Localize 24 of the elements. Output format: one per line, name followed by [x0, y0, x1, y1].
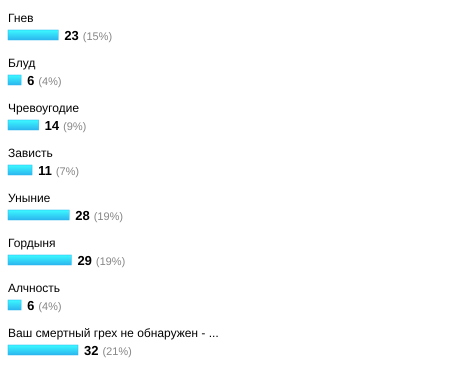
y-tick-label: Чревоугодие — [8, 101, 80, 115]
y-tick-label: Гордыня — [8, 236, 56, 250]
data-label: 6 (4%) — [27, 298, 62, 313]
bar — [8, 74, 22, 86]
bar — [8, 344, 78, 356]
bar — [8, 120, 39, 130]
bar — [8, 210, 70, 220]
y-tick-label: Зависть — [8, 146, 53, 160]
data-label: 28 (19%) — [75, 208, 124, 223]
data-label: 23 (15%) — [64, 28, 112, 43]
y-tick-label: Гнев — [8, 11, 34, 25]
data-label: 32 (21%) — [84, 343, 132, 358]
bar — [8, 300, 22, 310]
bar — [8, 30, 59, 40]
data-label: 6 (4%) — [27, 73, 62, 88]
bar — [8, 254, 72, 266]
y-tick-label: Блуд — [8, 56, 36, 70]
bar — [8, 164, 32, 176]
y-tick-label: Ваш смертный грех не обнаружен - ... — [8, 326, 219, 340]
y-tick-label: Уныние — [8, 191, 51, 205]
data-label: 11 (7%) — [38, 163, 80, 178]
data-label: 14 (9%) — [44, 118, 86, 133]
data-label: 29 (19%) — [77, 253, 126, 268]
y-tick-label: Алчность — [8, 281, 60, 295]
